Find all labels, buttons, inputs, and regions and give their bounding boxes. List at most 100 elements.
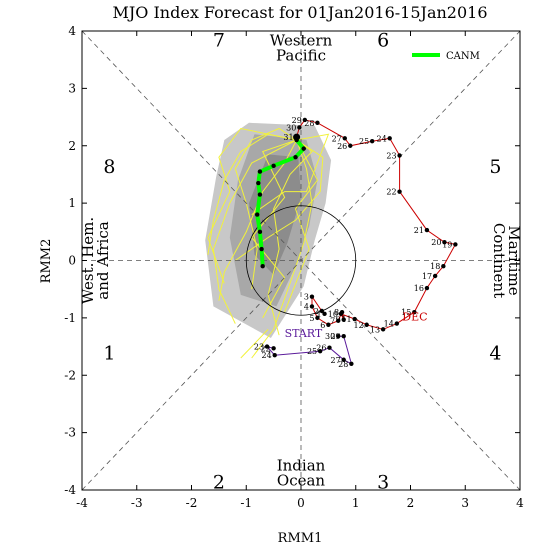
series-point (260, 264, 265, 269)
x-tick-label: -2 (186, 496, 198, 510)
day-label: 3 (304, 293, 309, 302)
day-label: 19 (442, 240, 452, 249)
region-label-line: West. Hem. (79, 217, 97, 304)
series-point (352, 316, 357, 322)
series-point (272, 352, 277, 358)
series-point (255, 212, 260, 217)
series-point (256, 180, 261, 186)
ensemble-member-line (240, 329, 269, 359)
ensemble-member-line (284, 139, 318, 313)
series-point (322, 311, 327, 317)
day-label: 1 (316, 310, 321, 319)
day-label: 5 (309, 314, 314, 323)
day-label: 27 (332, 134, 342, 143)
day-label: 7 (330, 317, 335, 326)
x-tick-label: 3 (461, 496, 469, 510)
series-point (271, 346, 276, 351)
series-point (294, 137, 299, 143)
day-label: 26 (337, 142, 347, 151)
day-label: 16 (414, 284, 424, 293)
series-point (317, 348, 323, 354)
region-label: West. Hem.and Africa (79, 217, 112, 304)
y-tick-label: -2 (64, 368, 76, 382)
y-tick-label: 2 (68, 139, 76, 153)
day-label: 27 (331, 356, 341, 365)
series-point (380, 327, 386, 332)
day-label: 22 (260, 344, 270, 353)
series-point (257, 192, 263, 197)
series-point (341, 317, 346, 322)
series-point (271, 163, 276, 169)
y-tick-label: -4 (64, 483, 76, 497)
day-label: 30 (325, 332, 335, 341)
ensemble-member-line (207, 127, 297, 284)
phase-label: 2 (213, 471, 225, 493)
y-tick-label: 1 (68, 196, 76, 210)
day-label: 20 (431, 238, 441, 247)
day-label: 25 (359, 137, 369, 146)
ensemble-member-line (251, 139, 313, 359)
day-label: 22 (386, 188, 396, 197)
series-point (424, 227, 430, 233)
series-point (319, 308, 325, 314)
plot-frame (81, 30, 521, 491)
day-label: 31 (283, 133, 293, 142)
series-point (397, 153, 402, 158)
ensemble-member-line (234, 127, 297, 290)
y-tick-label: -1 (64, 311, 76, 325)
series-point (442, 239, 447, 245)
series-point (369, 138, 375, 144)
series-point (387, 136, 392, 141)
day-label: 21 (414, 226, 424, 235)
series-point (432, 273, 438, 279)
day-label: 23 (386, 152, 396, 161)
day-label: 15 (401, 308, 411, 317)
phase-label: 1 (103, 342, 115, 364)
series-point (336, 334, 341, 339)
series-point (264, 344, 270, 349)
x-tick-label: 1 (352, 496, 360, 510)
day-label: 14 (384, 320, 394, 329)
series-point (297, 125, 302, 130)
phase-label: 5 (489, 156, 501, 178)
day-label: 10 (328, 310, 338, 319)
day-label: 4 (304, 302, 309, 311)
series-point (348, 143, 353, 148)
unit-circle (245, 205, 357, 316)
series-point (341, 357, 346, 362)
series-point (293, 155, 298, 160)
day-label: 28 (304, 119, 314, 128)
phase-divider-line (81, 30, 521, 491)
region-label-line: and Africa (94, 221, 112, 299)
series-point (441, 264, 446, 269)
x-tick-label: -1 (240, 496, 252, 510)
series-point (315, 315, 320, 321)
y-tick-label: -3 (64, 426, 76, 440)
x-axis-label: RMM1 (278, 531, 323, 546)
phase-label: 8 (103, 156, 115, 178)
day-label: 8 (334, 308, 339, 317)
day-label: 24 (377, 134, 387, 143)
series-point (338, 311, 344, 317)
phase-label: 6 (377, 30, 389, 52)
series-point (424, 285, 430, 291)
annotation-start: START (285, 327, 323, 340)
series-point (301, 146, 306, 151)
x-tick-label: 0 (297, 496, 305, 510)
day-label: 23 (254, 343, 264, 352)
series-point (302, 117, 308, 123)
y-tick-label: 4 (68, 24, 76, 38)
region-label-line: Ocean (277, 471, 326, 489)
day-label: 29 (331, 332, 341, 341)
legend-label: CANM (446, 51, 480, 62)
y-axis-label: RMM2 (39, 239, 54, 284)
series-point (315, 120, 320, 126)
phase-label: 3 (377, 471, 389, 493)
series-point (326, 322, 331, 327)
day-label: 12 (354, 321, 364, 330)
series-point (327, 345, 332, 350)
region-label-line: Pacific (276, 47, 326, 65)
